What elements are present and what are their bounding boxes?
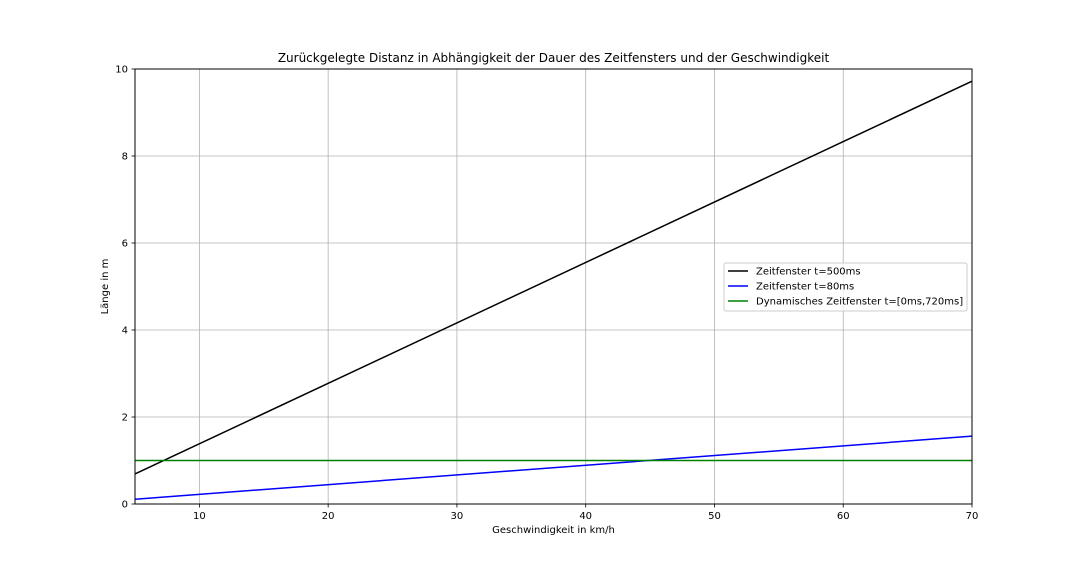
x-tick-label: 60 xyxy=(837,511,850,522)
plot-series xyxy=(134,80,973,500)
plot-frame xyxy=(134,68,973,505)
y-tick-label: 2 xyxy=(122,413,128,424)
legend-entry-1: Zeitfenster t=500ms xyxy=(756,267,861,278)
series-line-1 xyxy=(134,80,973,475)
x-tick-label: 40 xyxy=(579,511,592,522)
y-tick-label: 6 xyxy=(122,239,128,250)
legend: Zeitfenster t=500ms Zeitfenster t=80ms Dyn… xyxy=(723,262,968,312)
x-tick-label: 70 xyxy=(966,511,979,522)
x-tick-label: 20 xyxy=(322,511,335,522)
chart-title: Zurückgelegte Distanz in Abhängigkeit de… xyxy=(278,51,830,65)
x-tick-label: 10 xyxy=(193,511,206,522)
x-axis-label: Geschwindigkeit in km/h xyxy=(492,525,615,536)
legend-entry-2: Zeitfenster t=80ms xyxy=(756,282,854,293)
axis-ticks: 10 20 30 40 50 60 70 0 2 4 6 8 10 xyxy=(115,65,978,523)
y-tick-label: 0 xyxy=(122,500,128,511)
y-tick-label: 8 xyxy=(122,152,128,163)
series-line-2 xyxy=(134,435,973,500)
y-tick-label: 4 xyxy=(122,326,128,337)
legend-box xyxy=(723,262,968,312)
x-tick-label: 30 xyxy=(451,511,464,522)
y-axis-label: Länge in m xyxy=(100,259,111,315)
x-tick-label: 50 xyxy=(708,511,721,522)
y-tick-label: 10 xyxy=(115,65,128,76)
legend-entry-3: Dynamisches Zeitfenster t=[0ms,720ms] xyxy=(756,297,963,308)
